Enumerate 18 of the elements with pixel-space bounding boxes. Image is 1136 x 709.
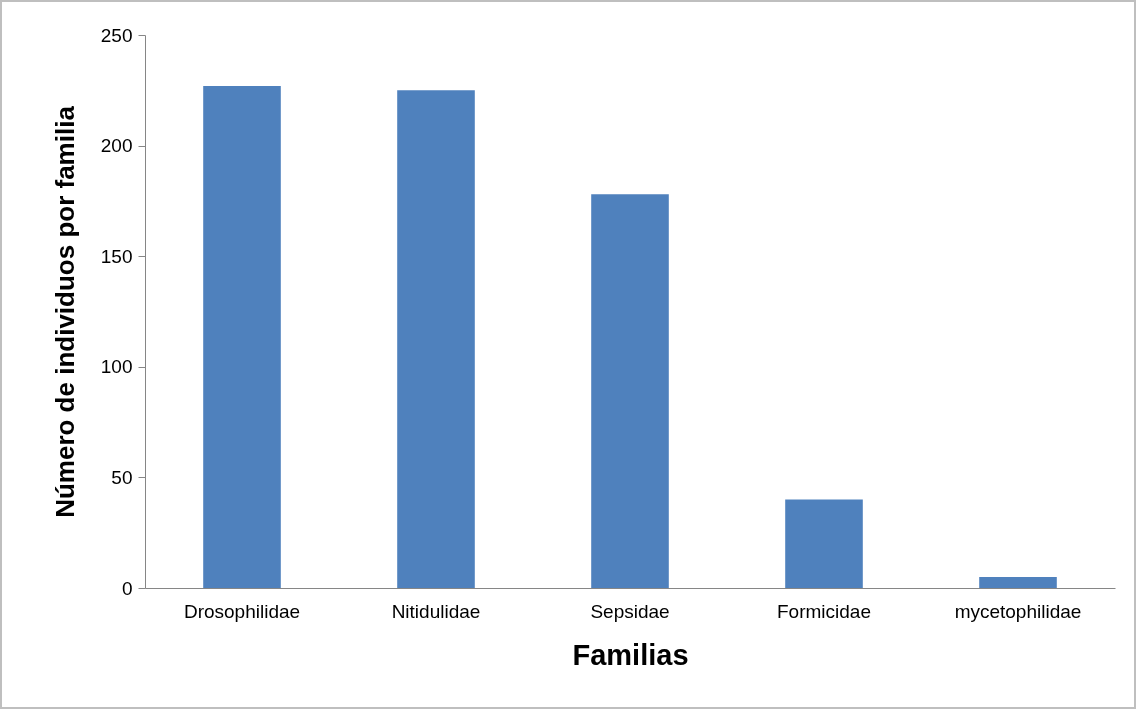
x-axis-title: Familias bbox=[572, 638, 689, 671]
x-tick-label: Formicidae bbox=[777, 600, 871, 622]
bar bbox=[979, 576, 1057, 588]
bar bbox=[397, 90, 475, 588]
x-tick-label: Sepsidae bbox=[590, 600, 670, 622]
x-tick-label: Nitidulidae bbox=[391, 600, 481, 622]
y-axis-title: Número de individuos por familia bbox=[49, 105, 80, 518]
y-tick-label: 150 bbox=[100, 245, 133, 267]
y-tick-label: 0 bbox=[121, 577, 133, 599]
bar bbox=[203, 85, 281, 588]
x-tick-label: mycetophilidae bbox=[954, 600, 1082, 622]
y-tick-label: 250 bbox=[100, 24, 133, 46]
bar bbox=[591, 194, 669, 588]
x-tick-label: Drosophilidae bbox=[183, 600, 301, 622]
y-tick-label: 200 bbox=[100, 135, 133, 157]
y-tick-label: 100 bbox=[100, 356, 133, 378]
y-tick-label: 50 bbox=[111, 466, 133, 488]
bar bbox=[785, 499, 863, 588]
